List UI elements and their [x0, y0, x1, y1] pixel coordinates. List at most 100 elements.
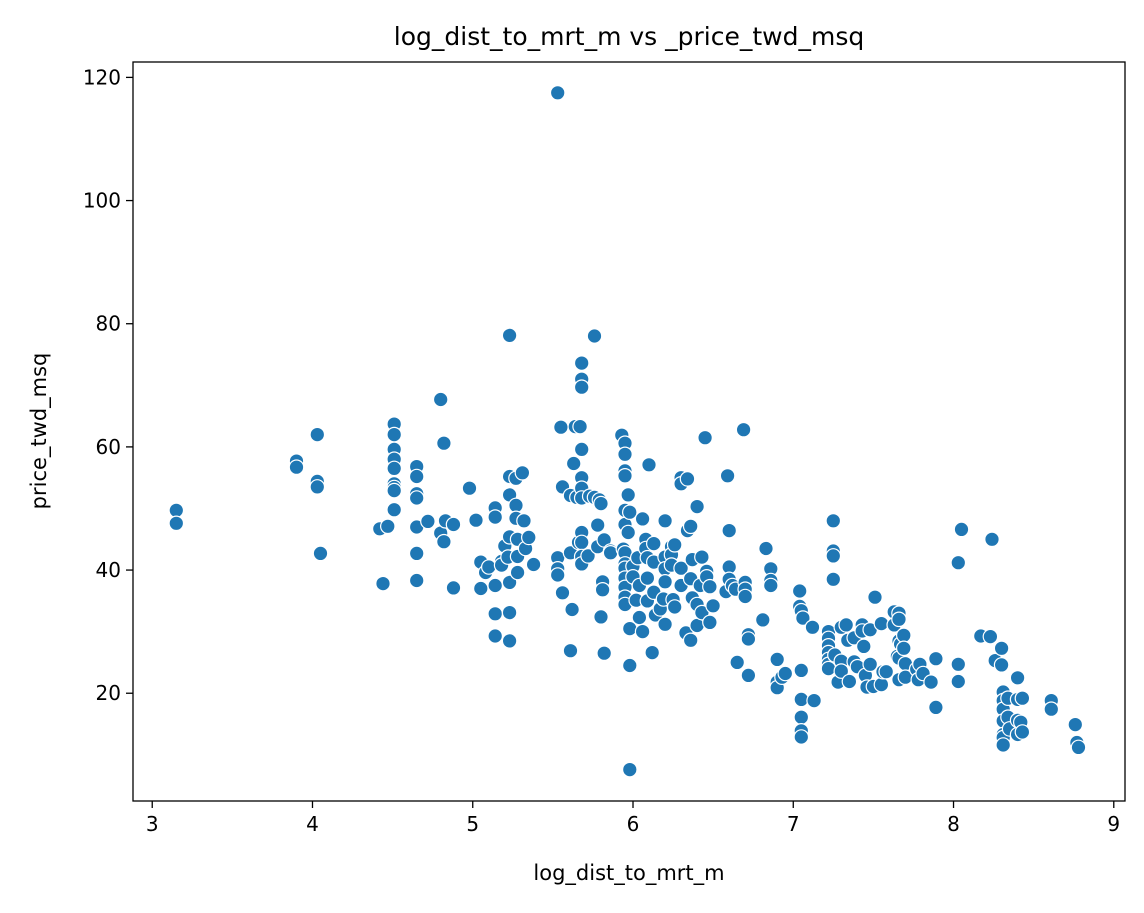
- x-tick-label-5: 8: [947, 812, 960, 836]
- data-point-278: [950, 554, 967, 571]
- data-point-10: [379, 518, 396, 535]
- data-point-102: [593, 495, 609, 512]
- data-point-58: [508, 497, 524, 514]
- data-point-203: [758, 540, 774, 557]
- data-point-99: [589, 517, 606, 533]
- data-point-307: [1067, 716, 1084, 733]
- data-point-62: [509, 564, 526, 581]
- data-point-26: [408, 572, 425, 589]
- data-point-219: [793, 729, 810, 745]
- data-point-21: [408, 468, 425, 485]
- data-point-280: [950, 673, 967, 690]
- data-point-207: [769, 651, 785, 668]
- data-point-72: [553, 419, 569, 435]
- data-point-113: [617, 446, 633, 463]
- data-point-229: [820, 660, 837, 677]
- data-point-79: [565, 455, 582, 472]
- data-point-251: [862, 656, 878, 673]
- data-point-9: [375, 575, 391, 592]
- data-point-67: [525, 556, 542, 573]
- data-point-30: [436, 435, 452, 451]
- data-point-216: [793, 691, 810, 708]
- data-point-146: [645, 535, 662, 552]
- data-point-215: [793, 662, 810, 679]
- data-point-184: [702, 578, 718, 595]
- y-tick-label-4: 100: [83, 189, 121, 213]
- data-point-156: [657, 616, 673, 633]
- data-point-45: [487, 628, 503, 644]
- data-point-42: [487, 509, 503, 525]
- x-tick-label-3: 6: [627, 812, 640, 836]
- data-point-202: [754, 612, 771, 628]
- data-point-145: [644, 644, 660, 661]
- data-point-277: [928, 699, 944, 716]
- data-point-35: [461, 480, 478, 496]
- data-point-253: [867, 589, 883, 605]
- data-point-144: [641, 456, 657, 473]
- data-point-103: [593, 609, 609, 625]
- data-point-194: [729, 654, 745, 671]
- x-tick-label-6: 9: [1107, 812, 1120, 836]
- data-point-188: [719, 467, 736, 484]
- data-point-4: [309, 426, 326, 443]
- data-point-304: [1014, 724, 1031, 740]
- data-point-105: [594, 581, 611, 598]
- data-point-152: [657, 512, 673, 529]
- y-tick-label-0: 20: [96, 681, 121, 705]
- data-point-87: [573, 441, 590, 458]
- data-point-195: [735, 421, 752, 438]
- data-point-222: [806, 692, 822, 709]
- data-point-172: [682, 632, 699, 649]
- chart-title: log_dist_to_mrt_m vs _price_twd_msq: [394, 22, 864, 51]
- data-point-267: [895, 627, 912, 644]
- data-point-3: [288, 459, 305, 475]
- data-point-15: [386, 460, 402, 477]
- data-point-129: [621, 657, 638, 674]
- data-point-127: [621, 504, 638, 520]
- data-point-142: [639, 570, 656, 586]
- y-tick-label-2: 60: [96, 435, 121, 459]
- data-point-155: [657, 573, 673, 590]
- data-point-284: [984, 531, 1000, 548]
- data-point-211: [777, 665, 794, 682]
- data-point-136: [631, 609, 648, 626]
- x-tick-label-4: 7: [787, 812, 800, 836]
- data-point-125: [620, 487, 636, 503]
- y-tick-label-1: 40: [96, 558, 121, 582]
- data-point-0: [168, 502, 185, 519]
- data-points: [168, 85, 1087, 778]
- data-point-43: [487, 577, 503, 594]
- data-point-177: [689, 617, 705, 634]
- data-point-189: [721, 522, 737, 539]
- data-point-27: [420, 513, 436, 530]
- data-point-63: [514, 464, 531, 481]
- data-point-95: [580, 548, 596, 564]
- data-point-107: [596, 645, 612, 661]
- data-point-31: [436, 533, 452, 550]
- data-point-186: [705, 597, 721, 614]
- data-point-165: [673, 560, 689, 576]
- data-point-56: [501, 633, 518, 649]
- data-point-28: [432, 391, 449, 408]
- data-point-241: [841, 673, 858, 690]
- x-axis-label: log_dist_to_mrt_m: [533, 861, 724, 886]
- data-point-170: [682, 518, 699, 535]
- data-point-185: [702, 614, 718, 631]
- data-point-97: [586, 328, 603, 344]
- data-point-55: [501, 604, 518, 621]
- y-axis-label: price_twd_msq: [27, 353, 52, 510]
- data-point-198: [737, 588, 753, 605]
- data-point-7: [312, 545, 329, 562]
- data-point-230: [825, 512, 842, 529]
- data-point-92: [573, 534, 590, 551]
- data-point-181: [697, 429, 713, 446]
- data-point-68: [549, 85, 566, 101]
- data-point-220: [795, 610, 811, 626]
- data-point-286: [993, 640, 1010, 657]
- data-point-115: [617, 467, 633, 484]
- data-point-179: [694, 549, 710, 565]
- data-point-298: [1009, 669, 1026, 686]
- x-axis-ticks: 3 4 5 6 7 8 9: [146, 801, 1120, 836]
- x-tick-label-1: 4: [306, 812, 319, 836]
